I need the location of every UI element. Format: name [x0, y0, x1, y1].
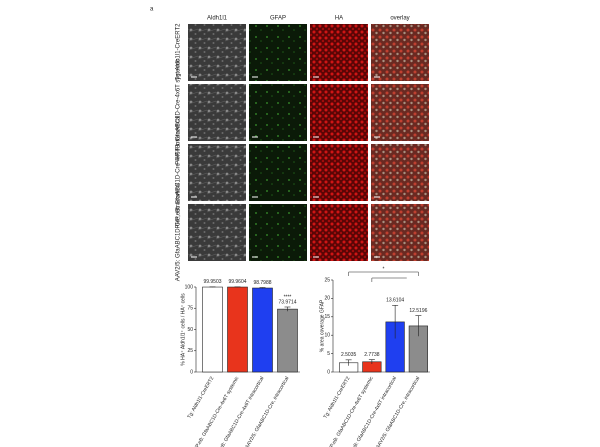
y-tick-label: 5 — [327, 351, 330, 357]
micrograph — [371, 144, 429, 201]
value-label: 98.7988 — [253, 280, 271, 286]
y-tick-label: 25 — [324, 277, 330, 283]
value-label: 73.9714 — [278, 299, 296, 305]
y-tick-label: 20 — [324, 296, 330, 302]
row-label: Tg: Aldh1l1-CreERT2 — [176, 23, 182, 81]
bar — [202, 286, 223, 373]
value-label: 99.9503 — [203, 279, 221, 285]
x-tick-label: PHP.eB: GfaABC1D-Cre-4x6T systemic — [191, 375, 240, 447]
y-tick-label: 50 — [187, 327, 193, 333]
value-label: 2.5035 — [341, 352, 357, 358]
y-axis-label: % area coverage GFAP — [319, 299, 325, 352]
micrograph — [310, 84, 368, 141]
micrograph — [188, 24, 246, 81]
column-header: overlay — [390, 16, 409, 22]
y-tick-label: 0 — [190, 369, 193, 375]
row-label: PHP.eB: GfaABC1D-Cre-4x6T intracortical — [176, 116, 182, 229]
micrograph — [249, 204, 307, 261]
micrograph — [249, 24, 307, 81]
bar — [252, 287, 273, 373]
micrograph — [188, 144, 246, 201]
micrograph — [188, 204, 246, 261]
value-label: 2.7738 — [364, 352, 380, 358]
micrograph — [310, 24, 368, 81]
row-label: AAV2/5: GfaABC1D-Cre, intracortical — [176, 183, 182, 282]
micrograph — [249, 84, 307, 141]
bar — [277, 308, 298, 373]
micrograph — [310, 144, 368, 201]
x-tick-label: AAV2/5: GfaABC1D-Cre, intracortical — [244, 376, 290, 447]
significance: * — [383, 266, 385, 272]
significance: **** — [284, 294, 292, 300]
row-label: PHP.eB: GfaABC1D-Cre-4x6T systemic — [176, 59, 182, 164]
x-tick-label: PHP.eB: GfaABC1D-Cre-4x6T systemic — [326, 375, 375, 447]
value-label: 99.9604 — [228, 279, 246, 285]
y-tick-label: 10 — [324, 333, 330, 339]
y-tick-label: 0 — [327, 369, 330, 375]
y-tick-label: 25 — [187, 348, 193, 354]
micrograph — [188, 84, 246, 141]
column-header: HA — [335, 16, 343, 22]
bar — [227, 286, 248, 373]
micrograph — [310, 204, 368, 261]
x-tick-label: Tg: Aldh1l1-CreERT2 — [186, 375, 215, 419]
micrograph — [371, 84, 429, 141]
column-header: Aldh1l1 — [207, 16, 228, 22]
column-header: GFAP — [270, 16, 286, 22]
value-label: 12.5196 — [409, 308, 427, 314]
micrograph — [249, 144, 307, 201]
micrograph — [371, 204, 429, 261]
value-label: 13.6104 — [386, 298, 404, 304]
y-tick-label: 100 — [185, 284, 194, 290]
panel-label: a — [150, 7, 154, 13]
micrograph — [371, 24, 429, 81]
significance-bracket — [348, 271, 419, 282]
y-tick-label: 15 — [324, 314, 330, 320]
y-tick-label: 75 — [187, 306, 193, 312]
x-tick-label: AAV2/5: GfaABC1D-Cre, intracortical — [375, 376, 421, 447]
y-axis-label: % HA⁺ Aldh1l1⁺ cells / HA⁺ cells — [180, 293, 186, 366]
